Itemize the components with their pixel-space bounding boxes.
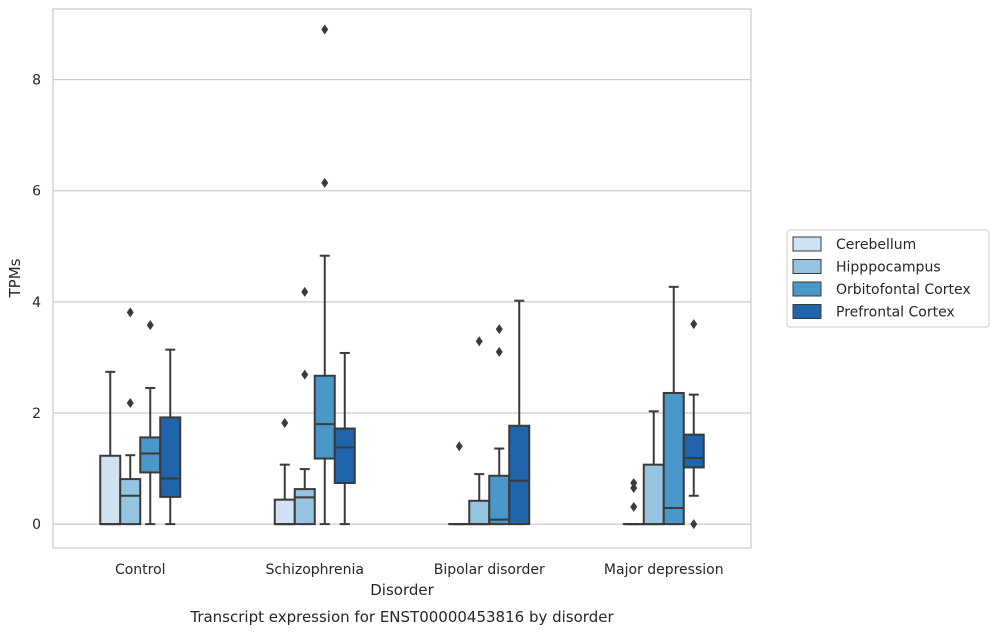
outlier-point [690, 319, 698, 330]
box [159, 416, 182, 498]
x-axis-label: Disorder [370, 581, 434, 599]
outlier-point [301, 369, 309, 380]
box-groups [99, 24, 705, 530]
outlier-point [126, 307, 134, 318]
box [293, 488, 316, 526]
box [508, 424, 531, 526]
box-group [159, 348, 182, 526]
box-group [139, 320, 162, 526]
box [273, 498, 296, 526]
legend-frame [786, 229, 990, 328]
outlier-point [495, 324, 503, 335]
y-tick-label: 8 [32, 73, 41, 89]
outlier-point [281, 417, 289, 428]
box-group [333, 351, 356, 526]
outlier-point [321, 177, 329, 188]
legend-label: Orbitofontal Cortex [836, 282, 971, 298]
box-group [508, 299, 531, 526]
x-axis-ticks: Control Schizophrenia Bipolar disorder Majo… [115, 562, 724, 578]
outlier-point [301, 286, 309, 297]
box-group [642, 410, 665, 526]
outlier-point [630, 477, 638, 488]
y-tick-label: 2 [32, 406, 41, 422]
box-group [99, 370, 122, 526]
chart-title: Transcript expression for ENST0000045381… [189, 608, 614, 626]
outlier-point [495, 346, 503, 357]
plot-frame [52, 8, 752, 549]
outlier-point [455, 441, 463, 452]
y-tick-label: 6 [32, 184, 41, 200]
x-tick-label: Schizophrenia [266, 562, 364, 578]
box-group [313, 24, 336, 526]
box [642, 463, 665, 526]
legend-swatch [792, 281, 822, 297]
box-group [682, 319, 705, 530]
y-tick-label: 4 [32, 295, 41, 311]
y-axis-ticks: 0 2 4 6 8 [32, 73, 41, 534]
legend: Cerebellum Hipppocampus Orbitofontal Corte… [786, 229, 990, 328]
legend-label: Cerebellum [836, 237, 916, 253]
y-tick-label: 0 [32, 517, 41, 533]
box [119, 478, 142, 526]
box [682, 433, 705, 469]
legend-swatch [792, 304, 822, 319]
x-tick-label: Control [115, 562, 166, 578]
outlier-point [146, 320, 154, 331]
box-group [119, 307, 142, 526]
box [99, 454, 122, 526]
x-tick-label: Bipolar disorder [434, 562, 545, 578]
outlier-point [690, 519, 698, 530]
outlier-point [630, 501, 638, 512]
box [333, 427, 356, 484]
legend-label: Hipppocampus [836, 260, 941, 276]
legend-label: Prefrontal Cortex [836, 305, 955, 321]
outlier-point [321, 24, 329, 35]
legend-swatch [792, 259, 822, 274]
x-tick-label: Major depression [604, 562, 724, 578]
legend-swatch [792, 236, 822, 252]
box [488, 474, 511, 526]
box-group [293, 286, 316, 526]
outlier-point [630, 482, 638, 493]
box-group [622, 477, 645, 526]
box [139, 436, 162, 474]
outlier-point [126, 397, 134, 408]
y-axis-label: TPMs [6, 258, 24, 298]
outlier-point [475, 336, 483, 347]
box [662, 391, 685, 526]
box [468, 499, 491, 526]
box [313, 374, 336, 460]
